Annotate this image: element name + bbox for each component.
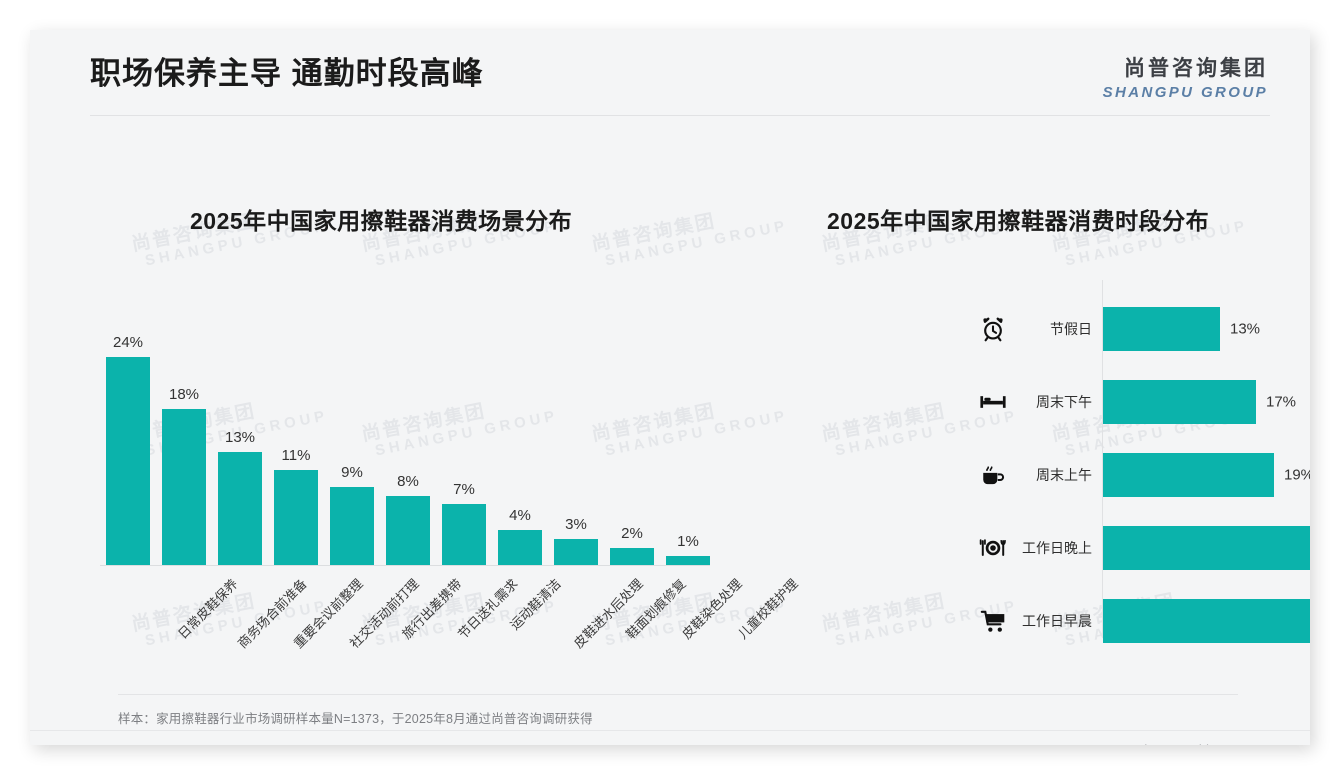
bar-column: 3% (548, 516, 604, 565)
left-chart-title: 2025年中国家用擦鞋器消费场景分布 (190, 208, 573, 234)
footer: ©2025.10 SHANGPU GROUP www.shangpu-china… (30, 731, 1310, 745)
timeslot-row: 工作日早晨28% (930, 599, 1310, 643)
bar-rect (162, 409, 206, 565)
bar-value-label: 13% (1230, 320, 1261, 338)
scenario-distribution-bar-chart: 24% 日常皮鞋保养 18% 商务场合前准备 13% 重要会议前整理 11% 社交活动前打理 9… (70, 280, 801, 680)
timeslot-label: 节假日 (1050, 321, 1092, 337)
dinner-plate-icon (978, 533, 1008, 563)
bar-value-label: 9% (341, 464, 363, 481)
bar-column: 18% (156, 386, 212, 565)
bar-rect (498, 530, 542, 565)
bar-column: 2% (604, 525, 660, 565)
bar-rect (610, 548, 654, 565)
brand-logo: 尚普咨询集团 SHANGPU GROUP (1103, 52, 1268, 101)
bar-value-label: 7% (453, 481, 475, 498)
bar-rect (386, 496, 430, 565)
bar-rect (1103, 307, 1220, 351)
coffee-cup-icon (978, 460, 1008, 490)
bar-column: 1% (660, 533, 716, 565)
bar-value-label: 18% (168, 386, 200, 403)
bar-column: 4% (492, 507, 548, 565)
bar-value-label: 8% (397, 473, 419, 490)
bar-column: 9% (324, 464, 380, 565)
bar-value-label: 13% (224, 429, 256, 446)
bar-value-label: 24% (112, 334, 144, 351)
timeslot-label: 周末上午 (1036, 467, 1092, 483)
sample-footnote: 样本：家用擦鞋器行业市场调研样本量N=1373，于2025年8月通过尚普咨询调研… (118, 712, 593, 726)
timeslot-row: 节假日 13% (930, 307, 1310, 351)
header-divider (90, 115, 1270, 116)
alarm-clock-icon (978, 314, 1008, 344)
bar-value-label: 17% (1266, 393, 1297, 411)
right-chart-axis-line (1102, 280, 1103, 638)
bar-value-label: 19% (1284, 466, 1310, 484)
left-chart-plot-area: 24% 日常皮鞋保养 18% 商务场合前准备 13% 重要会议前整理 11% 社交活动前打理 9… (100, 280, 801, 651)
bar-column: 8% (380, 473, 436, 565)
bar-rect (274, 470, 318, 565)
left-chart-axis-line (100, 565, 710, 566)
page-title: 职场保养主导 通勤时段高峰 (90, 56, 484, 91)
bar-rect (1103, 380, 1256, 424)
bar-value-label: 2% (621, 525, 643, 542)
header: 职场保养主导 通勤时段高峰 尚普咨询集团 SHANGPU GROUP (30, 30, 1310, 115)
bar-value-label: 4% (509, 507, 531, 524)
bar-rect (330, 487, 374, 565)
bar-rect (554, 539, 598, 565)
timeslot-label: 周末下午 (1036, 394, 1092, 410)
bar-rect (666, 556, 710, 565)
bar-rect (106, 357, 150, 565)
bar-rect (1103, 526, 1310, 570)
bar-column: 13% (212, 429, 268, 565)
timeslot-label: 工作日早晨 (1022, 613, 1092, 629)
footnote-divider (118, 694, 1238, 695)
bar-rect (218, 452, 262, 565)
bed-icon (978, 387, 1008, 417)
shopping-cart-icon (978, 606, 1008, 636)
timeslot-distribution-bar-chart: 节假日 13% 周末下午 17% 周末上午 19% 工作日晚上23% 工作日早晨28% (930, 280, 1310, 680)
website-url[interactable]: www.shangpu-china.com (1107, 743, 1252, 745)
bar-column: 11% (268, 447, 324, 565)
footer-divider (30, 730, 1310, 731)
timeslot-row: 工作日晚上23% (930, 526, 1310, 570)
bar-rect (1103, 453, 1274, 497)
bar-value-label: 1% (677, 533, 699, 550)
bar-value-label: 3% (565, 516, 587, 533)
logo-english-text: SHANGPU GROUP (1102, 84, 1268, 101)
bar-column: 24% (100, 334, 156, 565)
timeslot-row: 周末下午 17% (930, 380, 1310, 424)
infographic-card: 尚普咨询集团 SHANGPU GROUP 尚普咨询集团 SHANGPU GROUP 尚普… (30, 30, 1310, 745)
right-chart-title: 2025年中国家用擦鞋器消费时段分布 (827, 208, 1210, 234)
bar-value-label: 11% (281, 447, 311, 464)
timeslot-row: 周末上午 19% (930, 453, 1310, 497)
copyright-text: ©2025.10 SHANGPU GROUP (88, 743, 264, 745)
logo-chinese-text: 尚普咨询集团 (1124, 57, 1268, 80)
bar-rect (1103, 599, 1310, 643)
bar-column: 7% (436, 481, 492, 565)
category-axis-label: 日常皮鞋保养 (174, 576, 241, 642)
timeslot-label: 工作日晚上 (1022, 540, 1092, 556)
bar-rect (442, 504, 486, 565)
